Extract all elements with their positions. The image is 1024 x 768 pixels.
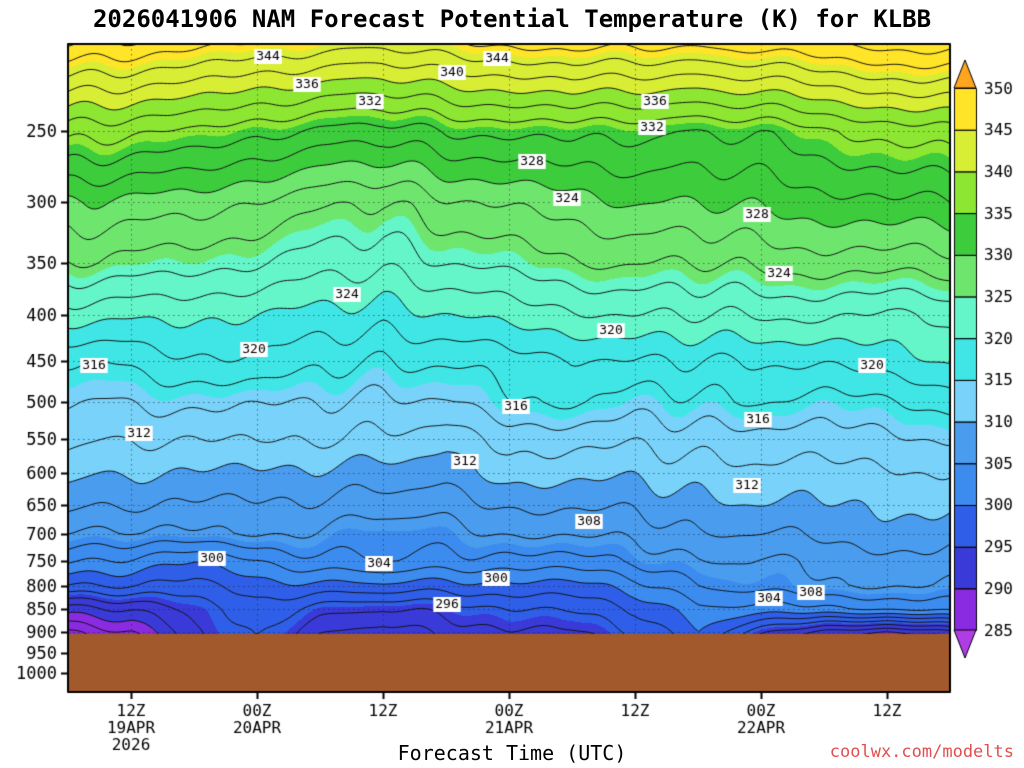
watermark: coolwx.com/modelts [829, 742, 1014, 762]
x-axis-label: Forecast Time (UTC) [397, 741, 627, 765]
